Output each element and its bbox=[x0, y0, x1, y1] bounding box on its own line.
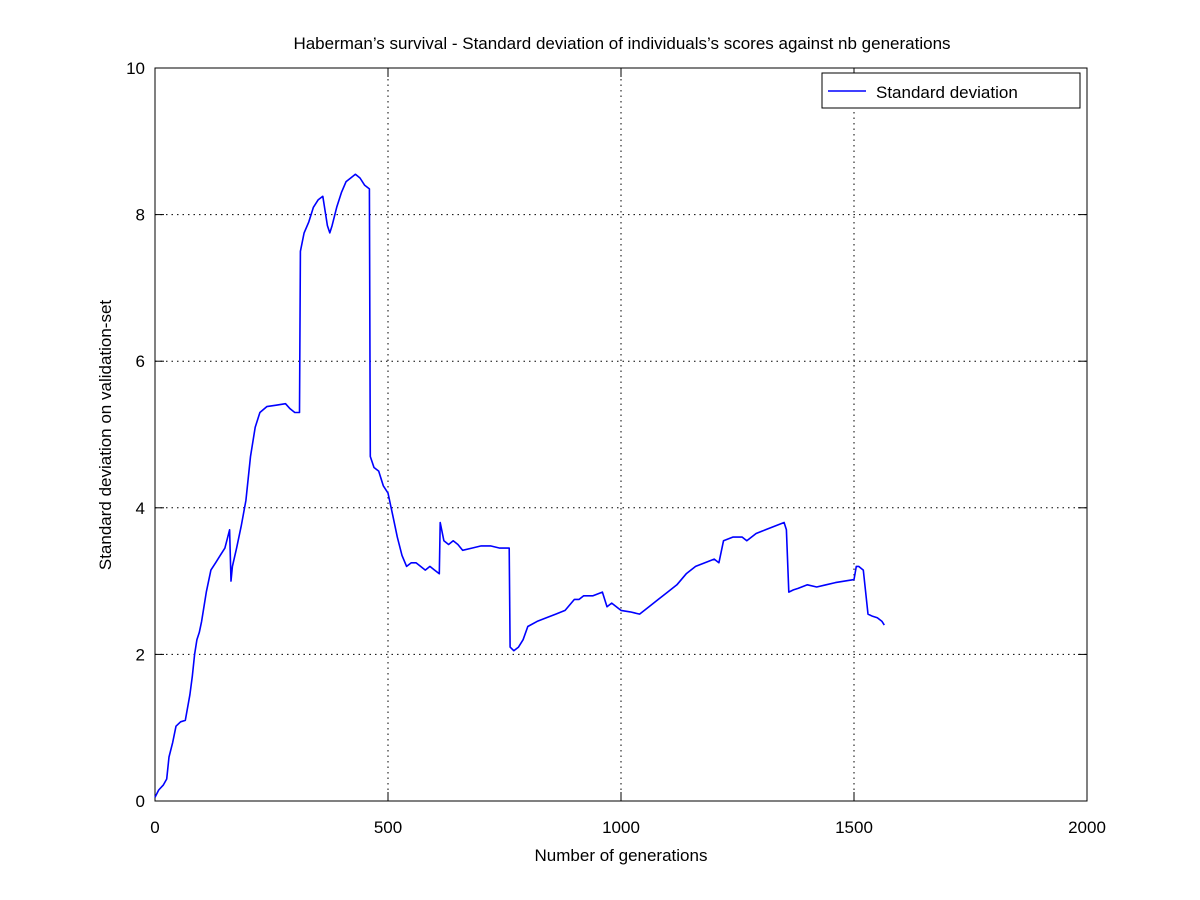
y-tick-label: 8 bbox=[136, 206, 145, 225]
y-tick-label: 2 bbox=[136, 645, 145, 664]
axis-ticks bbox=[154, 67, 1088, 802]
legend-entry-standard-deviation: Standard deviation bbox=[876, 83, 1018, 102]
grid-lines bbox=[155, 68, 1087, 801]
y-axis-tick-labels: 0 2 4 6 8 10 bbox=[126, 59, 145, 811]
x-tick-label: 2000 bbox=[1068, 818, 1106, 837]
y-tick-label: 4 bbox=[136, 499, 145, 518]
x-tick-label: 1000 bbox=[602, 818, 640, 837]
y-tick-label: 10 bbox=[126, 59, 145, 78]
x-axis-label: Number of generations bbox=[535, 846, 708, 865]
y-axis-label: Standard deviation on validation-set bbox=[96, 300, 115, 571]
series-line-standard-deviation bbox=[154, 173, 885, 798]
x-tick-label: 0 bbox=[150, 818, 159, 837]
y-tick-label: 6 bbox=[136, 352, 145, 371]
x-axis-tick-labels: 0 500 1000 1500 2000 bbox=[150, 818, 1106, 837]
legend: Standard deviation bbox=[821, 72, 1081, 109]
chart-title: Haberman’s survival - Standard deviation… bbox=[293, 34, 950, 53]
plot-frame bbox=[154, 67, 1088, 802]
x-tick-label: 500 bbox=[374, 818, 402, 837]
y-tick-label: 0 bbox=[136, 792, 145, 811]
x-tick-label: 1500 bbox=[835, 818, 873, 837]
